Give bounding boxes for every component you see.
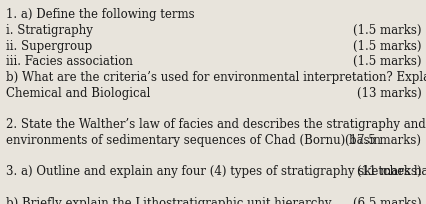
Text: i. Stratigraphy: i. Stratigraphy — [6, 24, 92, 37]
Text: (11 marks): (11 marks) — [356, 165, 420, 178]
Text: (6.5 marks): (6.5 marks) — [352, 197, 420, 204]
Text: iii. Facies association: iii. Facies association — [6, 55, 132, 68]
Text: (1.5 marks): (1.5 marks) — [352, 24, 420, 37]
Text: (17.5 marks): (17.5 marks) — [345, 134, 420, 147]
Text: b) Briefly explain the Lithostratigraphic unit hierarchy: b) Briefly explain the Lithostratigraphi… — [6, 197, 330, 204]
Text: 2. State the Walther’s law of facies and describes the stratigraphy and depositi: 2. State the Walther’s law of facies and… — [6, 118, 426, 131]
Text: Chemical and Biological: Chemical and Biological — [6, 87, 150, 100]
Text: b) What are the criteria’s used for environmental interpretation? Explain the: b) What are the criteria’s used for envi… — [6, 71, 426, 84]
Text: (13 marks): (13 marks) — [356, 87, 420, 100]
Text: 3. a) Outline and explain any four (4) types of stratigraphy sketches have marks: 3. a) Outline and explain any four (4) t… — [6, 165, 426, 178]
Text: (1.5 marks): (1.5 marks) — [352, 55, 420, 68]
Text: (1.5 marks): (1.5 marks) — [352, 40, 420, 53]
Text: environments of sedimentary sequences of Chad (Bornu) basin: environments of sedimentary sequences of… — [6, 134, 380, 147]
Text: ii. Supergroup: ii. Supergroup — [6, 40, 92, 53]
Text: 1. a) Define the following terms: 1. a) Define the following terms — [6, 8, 194, 21]
